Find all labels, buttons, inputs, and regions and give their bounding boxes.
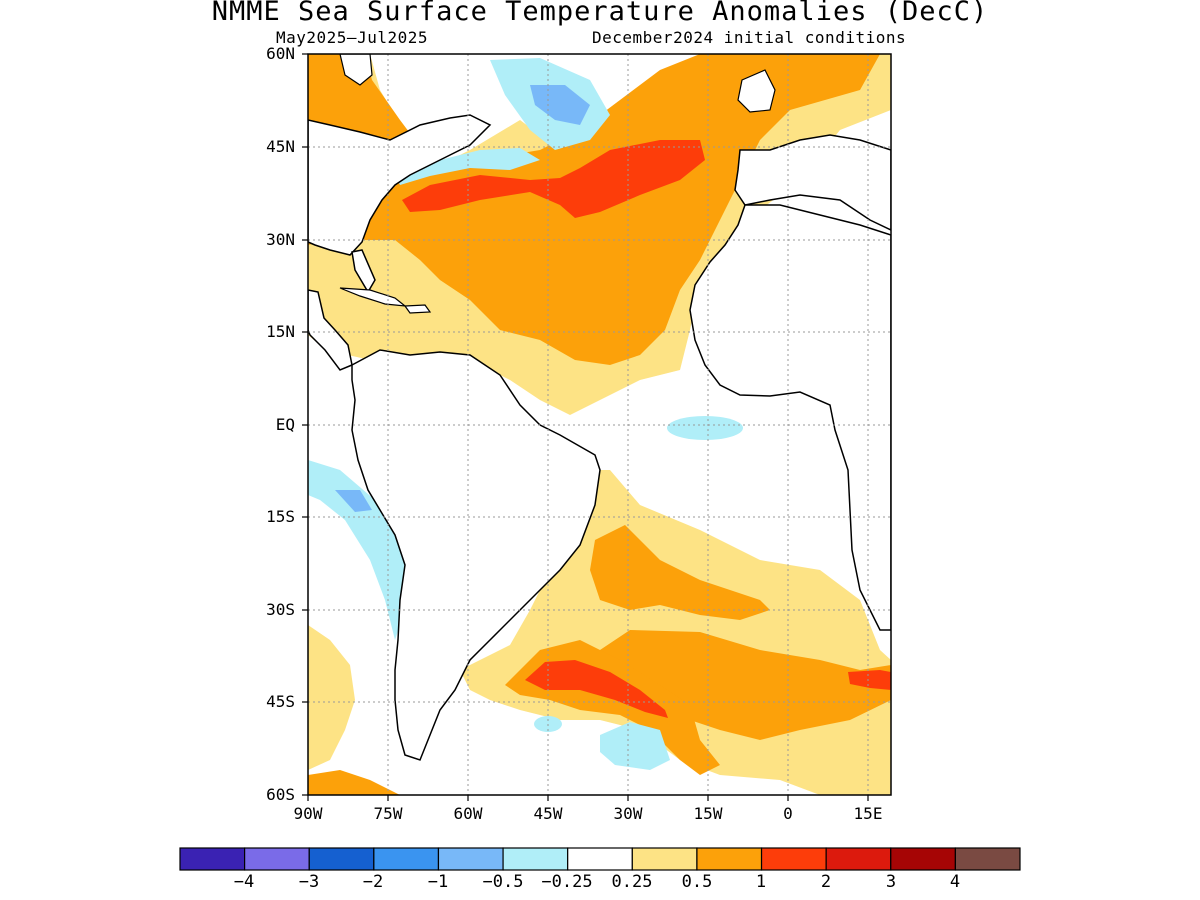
colorbar-label: −0.25: [541, 872, 593, 892]
colorbar-label: −2: [362, 872, 384, 892]
north-america-land: [308, 114, 492, 256]
southeast-atlantic-hot-anomaly: [848, 670, 891, 690]
axis-ticks: [302, 53, 869, 801]
colorbar-swatch: [373, 847, 440, 871]
colorbar-swatch: [437, 847, 504, 871]
graticule: [308, 54, 891, 795]
colorbar-swatch: [567, 847, 633, 871]
lon-label-75w: 75W: [373, 804, 403, 823]
colorbar-swatch: [631, 847, 698, 871]
south-pacific-warm-edge: [308, 770, 400, 795]
europe-land: [734, 134, 891, 231]
anomaly-field: [308, 54, 891, 795]
colorbar-swatch: [696, 847, 763, 871]
forecast-period: May2025–Jul2025: [276, 28, 428, 47]
lat-label-15n: 15N: [266, 322, 295, 341]
lat-label-15s: 15S: [266, 507, 295, 526]
florida-land: [351, 249, 376, 294]
east-pacific-cool-anomaly: [308, 460, 410, 640]
colorbar-label: −0.5: [482, 872, 524, 892]
brazil-malvinas-hot-anomaly: [525, 660, 668, 718]
south-atlantic-strong-anomaly: [590, 525, 770, 620]
colorbar-swatch: [502, 847, 569, 871]
lat-label-60s: 60S: [266, 785, 295, 804]
colorbar-label: 1: [755, 872, 767, 892]
africa-land: [689, 204, 891, 631]
colorbar-swatch: [760, 847, 827, 871]
lon-label-90w: 90W: [293, 804, 323, 823]
colorbar-swatch: [179, 847, 246, 871]
east-pacific-cold-core: [335, 490, 372, 512]
gulf-stream-hot-anomaly: [402, 140, 705, 218]
gulf-stream-cool-band: [395, 148, 540, 185]
lat-label-30n: 30N: [266, 230, 295, 249]
gulf-of-guinea-cool-anomaly: [667, 416, 743, 440]
caribbean-warm-anomaly: [308, 285, 465, 360]
hispaniola-land: [403, 304, 432, 314]
southern-ocean-cool-anomaly: [600, 722, 670, 770]
lat-label-30s: 30S: [266, 600, 295, 619]
colorbar-label: 4: [949, 872, 961, 892]
lon-label-45w: 45W: [533, 804, 563, 823]
colorbar-label: 3: [885, 872, 897, 892]
colorbar-label: −4: [233, 872, 255, 892]
colorbar-label: 0.5: [681, 872, 713, 892]
chart-title: NMME Sea Surface Temperature Anomalies (…: [211, 0, 989, 27]
lat-label-60n: 60N: [266, 44, 295, 63]
colorbar-label: 2: [820, 872, 832, 892]
south-america-land: [351, 349, 601, 761]
lat-label-45n: 45N: [266, 137, 295, 156]
british-isles-land: [737, 69, 776, 113]
greenland-edge-land: [339, 54, 373, 86]
colorbar-swatch: [954, 847, 1021, 871]
lat-label-45s: 45S: [266, 692, 295, 711]
colorbar: [179, 847, 1021, 871]
lon-label-30w: 30W: [613, 804, 643, 823]
colorbar-swatch: [825, 847, 892, 871]
colorbar-swatch: [890, 847, 956, 871]
lon-label-15w: 15W: [693, 804, 723, 823]
lat-label-eq: EQ: [275, 415, 295, 434]
lon-label-15e: 15E: [853, 804, 883, 823]
colorbar-swatch: [244, 847, 310, 871]
labrador-cold-core: [530, 85, 590, 125]
initial-conditions: December2024 initial conditions: [592, 28, 907, 47]
southeast-pacific-warm-anomaly: [308, 625, 355, 770]
lon-label-60w: 60W: [453, 804, 483, 823]
colorbar-label: −1: [427, 872, 449, 892]
colorbar-swatch: [308, 847, 375, 871]
colorbar-label: 0.25: [611, 872, 653, 892]
lon-label-0: 0: [783, 804, 793, 823]
colorbar-label: −3: [298, 872, 320, 892]
south-atlantic-band-anomaly: [580, 630, 891, 740]
